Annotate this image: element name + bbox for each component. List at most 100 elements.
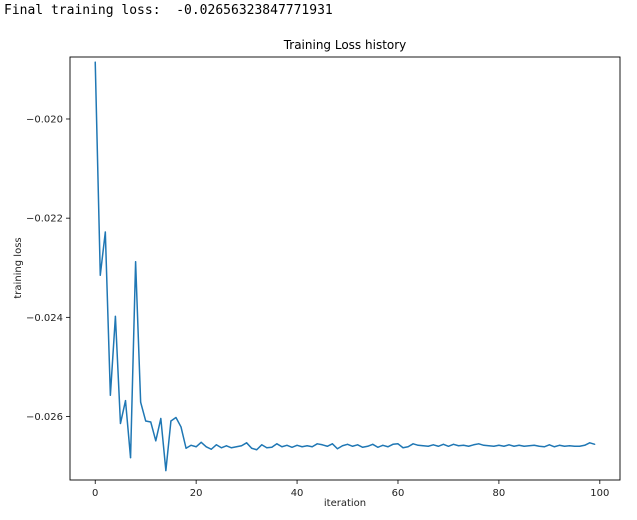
data-point: [558, 444, 561, 446]
data-point: [579, 445, 581, 447]
y-tick-label: −0.026: [26, 412, 63, 423]
data-point: [341, 445, 344, 447]
data-point: [584, 444, 586, 446]
data-point: [493, 445, 495, 447]
data-point: [331, 443, 333, 445]
data-point: [397, 443, 399, 445]
chart-title: Training Loss history: [283, 38, 407, 52]
data-point: [190, 444, 192, 446]
final-loss-output: Final training loss: -0.0265632384777193…: [4, 3, 333, 18]
data-point: [402, 447, 404, 449]
data-point: [346, 443, 349, 445]
data-point: [301, 446, 303, 448]
series-points: [94, 61, 596, 472]
data-point: [478, 443, 480, 445]
data-point: [296, 444, 298, 446]
data-point: [367, 445, 369, 447]
data-point: [468, 445, 470, 447]
data-point: [286, 444, 288, 446]
data-point: [473, 444, 475, 446]
data-point: [447, 445, 450, 447]
data-point: [372, 443, 374, 445]
data-point: [306, 445, 308, 447]
data-point: [523, 445, 525, 447]
data-point: [417, 444, 419, 446]
data-point: [508, 444, 510, 446]
data-point: [321, 444, 323, 446]
data-point: [195, 446, 197, 448]
data-point: [357, 444, 359, 446]
data-point: [518, 444, 520, 446]
data-point: [200, 441, 202, 443]
data-point: [387, 446, 389, 448]
data-point: [437, 445, 439, 447]
data-point: [498, 444, 500, 446]
x-tick-label: 100: [590, 488, 609, 499]
data-point: [442, 443, 444, 445]
data-point: [382, 444, 384, 446]
data-point: [422, 445, 424, 447]
data-point: [94, 61, 96, 63]
data-point: [311, 446, 313, 448]
data-point: [594, 443, 596, 445]
data-point: [155, 440, 157, 442]
data-point: [336, 448, 339, 450]
data-point: [427, 445, 429, 447]
data-point: [99, 274, 101, 276]
data-point: [452, 443, 455, 445]
data-point: [205, 446, 207, 448]
data-point: [175, 416, 177, 419]
data-point: [215, 444, 217, 446]
y-axis-label: training loss: [13, 237, 24, 298]
data-point: [503, 445, 505, 447]
data-point: [538, 445, 540, 447]
data-point: [568, 445, 571, 447]
x-axis: 0 20 40 60 80 100: [92, 480, 609, 499]
data-point: [235, 446, 238, 448]
data-point: [251, 447, 253, 449]
data-point: [220, 447, 222, 449]
data-point: [150, 421, 152, 423]
data-point: [124, 400, 127, 402]
data-point: [256, 449, 258, 451]
y-tick-label: −0.024: [26, 313, 63, 324]
data-point: [377, 446, 379, 448]
data-point: [488, 445, 490, 447]
data-point: [457, 445, 460, 447]
data-point: [563, 445, 566, 447]
data-point: [261, 444, 263, 446]
x-axis-label: iteration: [324, 498, 366, 509]
data-point: [160, 417, 162, 420]
x-tick-label: 0: [92, 488, 98, 499]
x-tick-label: 60: [392, 488, 405, 499]
data-point: [135, 261, 137, 263]
data-point: [291, 446, 293, 448]
data-point: [246, 442, 248, 444]
data-point: [281, 446, 283, 448]
data-point: [180, 426, 182, 428]
data-point: [412, 443, 414, 445]
data-point: [462, 444, 465, 446]
data-point: [210, 448, 212, 450]
data-point: [266, 447, 268, 449]
data-point: [271, 446, 273, 448]
x-tick-label: 80: [493, 488, 506, 499]
data-point: [513, 445, 515, 447]
plot-frame: [69, 56, 621, 481]
y-axis: −0.020 −0.022 −0.024 −0.026: [26, 114, 70, 423]
data-point: [351, 445, 354, 447]
data-point: [573, 445, 576, 447]
data-point: [140, 401, 142, 403]
y-tick-label: −0.022: [26, 214, 63, 225]
data-point: [407, 446, 409, 448]
data-point: [129, 457, 132, 459]
final-loss-value: -0.02656323847771931: [176, 3, 333, 18]
data-point: [533, 444, 535, 446]
series-line: [94, 61, 595, 472]
data-point: [316, 443, 318, 445]
x-tick-label: 40: [291, 488, 304, 499]
data-point: [589, 442, 591, 444]
data-point: [326, 445, 328, 447]
data-point: [553, 446, 556, 448]
